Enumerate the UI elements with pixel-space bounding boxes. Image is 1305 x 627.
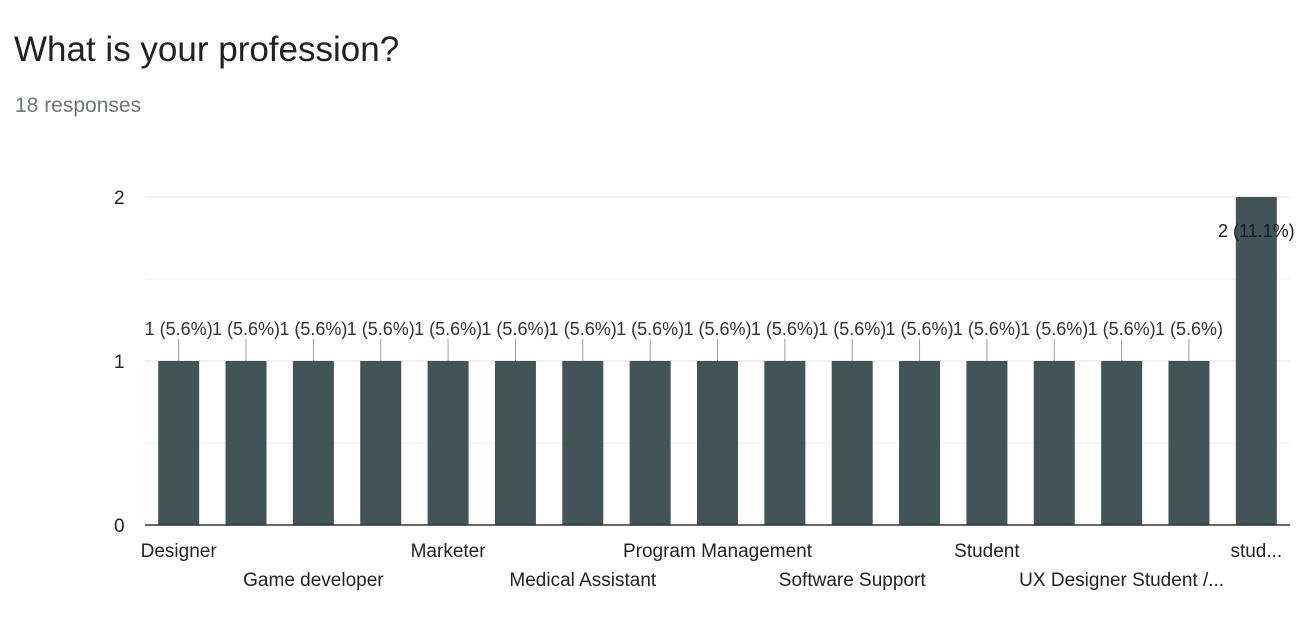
bar (427, 361, 469, 525)
data-label: 1 (5.6%) (212, 319, 280, 339)
x-tick-label: UX Designer Student /... (1019, 570, 1224, 591)
data-label: 1 (5.6%) (347, 319, 415, 339)
response-count: 18 responses (15, 94, 142, 117)
bar (292, 361, 334, 525)
data-label: 1 (5.6%) (683, 319, 751, 339)
data-label: 1 (5.6%) (145, 319, 213, 339)
y-tick-label: 1 (114, 352, 125, 373)
x-tick-label: Designer (141, 541, 218, 562)
bar (1033, 361, 1075, 525)
x-tick-label: Game developer (243, 570, 384, 591)
data-label: 1 (5.6%) (953, 319, 1021, 339)
data-label: 1 (5.6%) (549, 319, 617, 339)
y-tick-labels: 0 1 2 (114, 188, 125, 537)
x-tick-label: Software Support (779, 570, 927, 591)
bar (899, 361, 941, 525)
x-tick-label: Marketer (411, 541, 487, 562)
data-label: 1 (5.6%) (616, 319, 684, 339)
bar (966, 361, 1008, 525)
bar (1168, 361, 1210, 525)
x-tick-label: Medical Assistant (509, 570, 657, 591)
data-label: 1 (5.6%) (751, 319, 819, 339)
data-label: 1 (5.6%) (886, 319, 954, 339)
y-tick-label: 0 (114, 516, 125, 537)
data-label: 1 (5.6%) (481, 319, 549, 339)
x-tick-labels: Designer Game developer Marketer Medical As… (141, 541, 1283, 591)
bar (697, 361, 738, 525)
bar (494, 361, 536, 525)
x-tick-label: Program Management (623, 541, 813, 562)
data-label: 1 (5.6%) (1155, 319, 1223, 339)
data-label: 1 (5.6%) (414, 319, 482, 339)
data-label: 1 (5.6%) (1088, 319, 1156, 339)
x-tick-label: Student (954, 541, 1020, 562)
bar (562, 361, 604, 525)
data-label: 1 (5.6%) (1020, 319, 1088, 339)
bar (764, 361, 806, 525)
bar (225, 361, 267, 525)
x-tick-label: stud... (1230, 541, 1282, 562)
data-label: 2 (11.1%) (1218, 221, 1295, 241)
bar (360, 361, 402, 525)
y-tick-label: 2 (114, 188, 125, 209)
bar (158, 361, 200, 525)
bar (1235, 197, 1277, 525)
question-title: What is your profession? (14, 30, 400, 69)
data-labels: 1 (5.6%) 1 (5.6%) 1 (5.6%) 1 (5.6%) 1 (5.6%)… (145, 221, 1295, 361)
bar (629, 361, 671, 525)
data-label: 1 (5.6%) (279, 319, 347, 339)
bar (831, 361, 873, 525)
bars (158, 197, 1277, 525)
data-label: 1 (5.6%) (818, 319, 886, 339)
bar (1101, 361, 1143, 525)
